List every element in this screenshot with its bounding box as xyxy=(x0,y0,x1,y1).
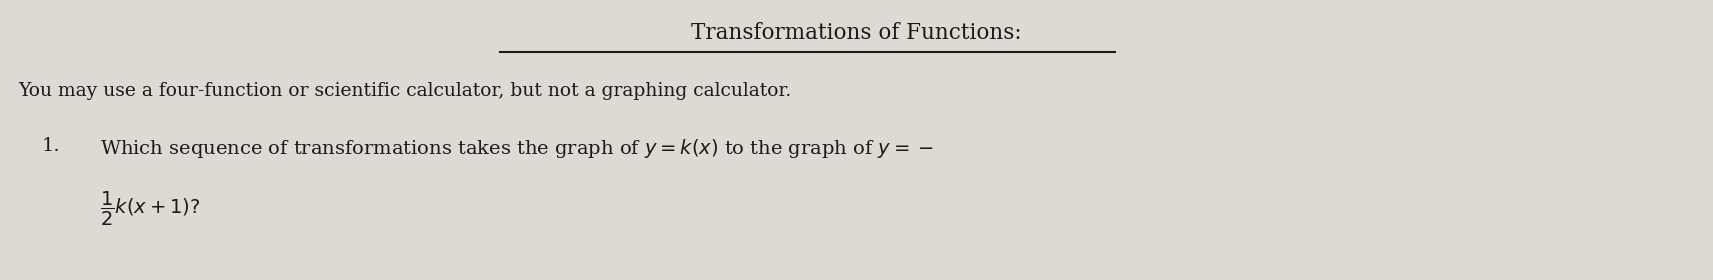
Text: $\dfrac{1}{2}k(x + 1)?$: $\dfrac{1}{2}k(x + 1)?$ xyxy=(99,190,200,228)
Text: Which sequence of transformations takes the graph of $y = k(x)$ to the graph of : Which sequence of transformations takes … xyxy=(99,137,934,160)
Text: You may use a four-function or scientific calculator, but not a graphing calcula: You may use a four-function or scientifi… xyxy=(19,82,791,100)
Text: Transformations of Functions:: Transformations of Functions: xyxy=(690,22,1021,44)
Text: 1.: 1. xyxy=(43,137,60,155)
